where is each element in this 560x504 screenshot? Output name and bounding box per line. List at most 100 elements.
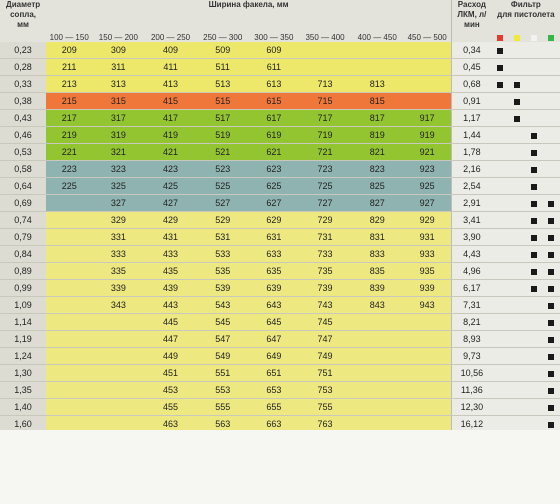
filter-color-header bbox=[508, 28, 526, 42]
nozzle-diameter-cell: 1,40 bbox=[0, 398, 47, 416]
nozzle-code-cell: 653 bbox=[248, 381, 299, 399]
nozzle-code-cell: 327 bbox=[92, 194, 145, 212]
nozzle-diameter-cell: 1,14 bbox=[0, 313, 47, 331]
flow-rate-cell: 11,36 bbox=[451, 381, 492, 399]
nozzle-code-cell: 749 bbox=[298, 347, 352, 365]
nozzle-code-cell: 339 bbox=[92, 279, 145, 297]
filter-mark-icon bbox=[531, 285, 538, 292]
filter-cell bbox=[542, 279, 560, 297]
nozzle-code-cell: 625 bbox=[248, 177, 299, 195]
nozzle-code-cell: 551 bbox=[196, 364, 249, 382]
rate-header-line-1: Расход bbox=[457, 0, 486, 9]
nozzle-diameter-cell: 1,60 bbox=[0, 415, 47, 433]
table-row: 0,99 339 439 539 639 739 839 939 6,17 bbox=[0, 279, 560, 297]
nozzle-diameter-cell: 0,43 bbox=[0, 109, 47, 127]
filter-cell bbox=[491, 381, 509, 399]
nozzle-code-cell: 931 bbox=[403, 228, 452, 246]
nozzle-code-cell: 723 bbox=[298, 160, 352, 178]
nozzle-code-cell: 649 bbox=[248, 347, 299, 365]
filter-cell bbox=[542, 364, 560, 382]
nozzle-code-cell: 411 bbox=[144, 58, 197, 76]
width-range-header: 350 — 400 bbox=[298, 28, 352, 42]
nozzle-code-cell: 825 bbox=[351, 177, 404, 195]
nozzle-code-cell: 729 bbox=[298, 211, 352, 229]
filter-cell bbox=[525, 262, 543, 280]
nozzle-code-cell: 509 bbox=[196, 42, 249, 59]
filter-cell bbox=[542, 160, 560, 178]
table-row: 0,89 335 435 535 635 735 835 935 4,96 bbox=[0, 262, 560, 280]
filter-mark-icon bbox=[514, 115, 521, 122]
flow-rate-cell: 8,21 bbox=[451, 313, 492, 331]
nozzle-code-cell: 543 bbox=[196, 296, 249, 314]
filter-mark-icon bbox=[548, 421, 555, 428]
nozzle-code-cell: 719 bbox=[298, 126, 352, 144]
nozzle-code-cell: 613 bbox=[248, 75, 299, 93]
filter-cell bbox=[508, 177, 526, 195]
nozzle-code-cell bbox=[351, 398, 404, 416]
table-row: 0,23 209 309 409 509 609 0,34 bbox=[0, 42, 560, 59]
nozzle-code-cell bbox=[351, 347, 404, 365]
filter-color-swatch bbox=[514, 34, 521, 41]
nozzle-code-cell: 739 bbox=[298, 279, 352, 297]
filter-cell bbox=[525, 330, 543, 348]
nozzle-code-cell: 447 bbox=[144, 330, 197, 348]
filter-cell bbox=[508, 228, 526, 246]
nozzle-code-cell: 425 bbox=[144, 177, 197, 195]
nozzle-code-cell: 331 bbox=[92, 228, 145, 246]
table-row: 1,35 453 553 653 753 11,36 bbox=[0, 381, 560, 399]
filter-color-header bbox=[542, 28, 560, 42]
flow-rate-cell: 2,91 bbox=[451, 194, 492, 212]
nozzle-code-cell: 617 bbox=[248, 109, 299, 127]
filter-cell bbox=[491, 177, 509, 195]
filter-mark-icon bbox=[548, 387, 555, 394]
filter-cell bbox=[491, 228, 509, 246]
nozzle-code-cell: 555 bbox=[196, 398, 249, 416]
filter-cell bbox=[508, 262, 526, 280]
filter-mark-icon bbox=[548, 302, 555, 309]
nozzle-code-cell: 529 bbox=[196, 211, 249, 229]
nozzle-code-cell: 413 bbox=[144, 75, 197, 93]
filter-cell bbox=[508, 194, 526, 212]
nozzle-code-cell: 721 bbox=[298, 143, 352, 161]
nozzle-code-cell: 747 bbox=[298, 330, 352, 348]
nozzle-code-cell: 317 bbox=[92, 109, 145, 127]
filter-cell bbox=[525, 177, 543, 195]
flow-rate-cell: 2,16 bbox=[451, 160, 492, 178]
nozzle-code-cell: 511 bbox=[196, 58, 249, 76]
flow-rate-cell: 3,41 bbox=[451, 211, 492, 229]
nozzle-code-cell: 819 bbox=[351, 126, 404, 144]
nozzle-code-cell: 519 bbox=[196, 126, 249, 144]
nozzle-code-cell: 647 bbox=[248, 330, 299, 348]
nozzle-code-cell: 939 bbox=[403, 279, 452, 297]
filter-cell bbox=[491, 245, 509, 263]
nozzle-code-cell: 325 bbox=[92, 177, 145, 195]
flow-rate-cell: 1,78 bbox=[451, 143, 492, 161]
nozzle-diameter-cell: 0,89 bbox=[0, 262, 47, 280]
table-header: Диаметр сопла, мм Ширина факела, мм Расх… bbox=[0, 0, 560, 42]
filter-cell bbox=[508, 398, 526, 416]
nozzle-code-cell: 525 bbox=[196, 177, 249, 195]
nozzle-code-cell: 319 bbox=[92, 126, 145, 144]
filter-mark-icon bbox=[548, 319, 555, 326]
nozzle-code-cell: 419 bbox=[144, 126, 197, 144]
nozzle-code-cell bbox=[298, 42, 352, 59]
flow-rate-cell: 1,17 bbox=[451, 109, 492, 127]
diameter-header: Диаметр сопла, мм bbox=[0, 0, 47, 42]
nozzle-code-cell: 531 bbox=[196, 228, 249, 246]
rate-header-line-2: ЛКМ, л/ bbox=[457, 10, 487, 19]
nozzle-diameter-cell: 0,69 bbox=[0, 194, 47, 212]
nozzle-diameter-cell: 1,24 bbox=[0, 347, 47, 365]
nozzle-code-cell: 831 bbox=[351, 228, 404, 246]
nozzle-code-cell: 417 bbox=[144, 109, 197, 127]
nozzle-code-cell: 523 bbox=[196, 160, 249, 178]
filter-cell bbox=[542, 58, 560, 76]
filter-cell bbox=[508, 313, 526, 331]
nozzle-code-cell: 215 bbox=[46, 92, 93, 110]
nozzle-code-cell bbox=[403, 364, 452, 382]
nozzle-code-cell: 219 bbox=[46, 126, 93, 144]
rate-header: Расход ЛКМ, л/ мин bbox=[451, 0, 492, 42]
nozzle-code-cell: 321 bbox=[92, 143, 145, 161]
filter-cell bbox=[525, 279, 543, 297]
blank-bottom-area bbox=[0, 430, 560, 504]
filter-cell bbox=[508, 143, 526, 161]
